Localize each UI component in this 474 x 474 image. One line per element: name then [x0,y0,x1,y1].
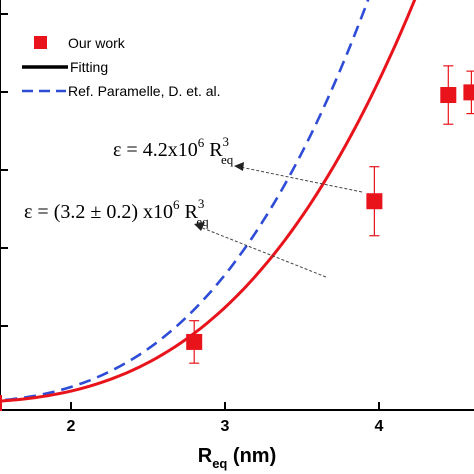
fit-annotation-arrow-line [199,226,327,278]
fit-annotation-arrowhead [194,222,205,231]
legend-label-ref: Ref. Paramelle, D. et. al. [68,83,221,99]
x-tick-label: 2 [67,418,76,435]
our-work-points [0,65,474,411]
legend-marker-our-work [34,36,47,49]
data-point [440,87,457,104]
ref-equation-text: ε = 4.2x106 R3 eq [113,134,234,167]
y-ticks [0,13,8,327]
ref-annotation-arrow-line [239,166,363,193]
annotation-ref-equation: ε = 4.2x106 R3 eq [113,134,363,193]
x-tick-label: 3 [221,418,230,435]
ref-paramelle-dashed-curve [0,0,370,402]
fit-equation-text: ε = (3.2 ± 0.2) x106 R3 eq [24,196,209,229]
legend-label-our-work: Our work [68,35,126,51]
fitting-curve [0,0,417,403]
x-tick-label: 4 [375,418,384,435]
data-point [0,395,2,411]
data-point [366,193,383,210]
annotation-fit-equation: ε = (3.2 ± 0.2) x106 R3 eq [24,196,327,278]
data-point [463,84,474,101]
legend-label-fitting: Fitting [70,59,108,75]
ref-annotation-arrowhead [234,162,244,171]
legend: Our work Fitting Ref. Paramelle, D. et. … [22,35,221,99]
data-point [186,333,203,350]
x-axis-title: Req (nm) [198,445,277,471]
x-ticks: 2 3 4 [67,402,384,435]
